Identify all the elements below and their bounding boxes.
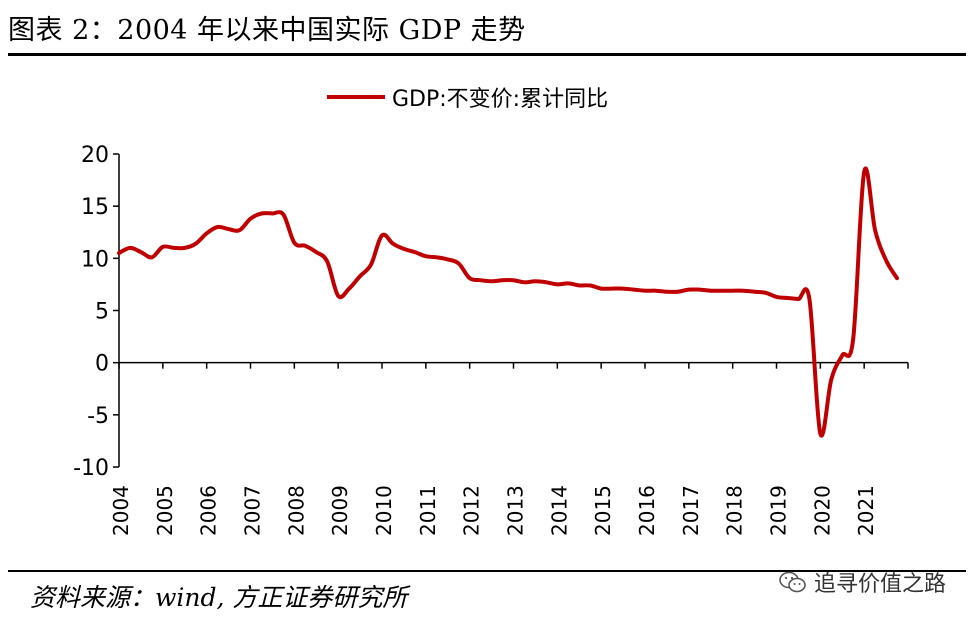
- x-tick-label: 2018: [723, 485, 747, 536]
- x-tick-label: 2014: [547, 485, 571, 536]
- x-tick-labels: 2004 2005 2006 2007 2008 2009 2010 2011 2012 2013…: [109, 485, 878, 536]
- x-tick-label: 2012: [460, 485, 484, 536]
- bottom-rule: [8, 570, 966, 572]
- x-tick-label: 2005: [153, 485, 177, 536]
- watermark-text: 追寻价值之路: [813, 572, 946, 597]
- x-tick-label: 2009: [328, 485, 352, 536]
- wechat-icon: [779, 571, 806, 593]
- x-tick-label: 2004: [109, 485, 133, 536]
- x-tick-label: 2019: [767, 485, 791, 536]
- x-tick-label: 2006: [197, 485, 221, 536]
- watermark: 追寻价值之路: [778, 566, 946, 598]
- legend-label: GDP:不变价:累计同比: [392, 87, 608, 112]
- x-tick-label: 2015: [591, 485, 615, 536]
- x-tick-label: 2017: [679, 485, 703, 536]
- y-tick-label: 5: [95, 300, 109, 325]
- x-tick-label: 2013: [504, 485, 528, 536]
- x-tick-label: 2010: [372, 485, 396, 536]
- y-tick-label: 15: [81, 195, 109, 220]
- legend: GDP:不变价:累计同比: [327, 87, 608, 112]
- x-tick-label: 2016: [635, 485, 659, 536]
- y-tick-label: 0: [95, 352, 109, 377]
- axes: [113, 153, 909, 468]
- x-tick-label: 2008: [284, 485, 308, 536]
- figure-title: 图表 2：2004 年以来中国实际 GDP 走势: [8, 15, 526, 46]
- y-tick-label: 20: [81, 143, 109, 168]
- y-tick-label: -5: [87, 404, 109, 429]
- x-tick-label: 2021: [854, 485, 878, 536]
- x-tick-label: 2011: [416, 485, 440, 536]
- y-tick-label: 10: [81, 247, 109, 272]
- x-tick-label: 2007: [241, 485, 265, 536]
- series-line-gdp: [117, 166, 899, 438]
- y-tick-labels: -10 -5 0 5 10 15 20: [73, 143, 109, 481]
- source-note: 资料来源：wind, 方正证券研究所: [30, 583, 408, 612]
- x-tick-label: 2020: [810, 485, 834, 536]
- y-tick-label: -10: [73, 456, 109, 481]
- top-rule: [8, 53, 966, 56]
